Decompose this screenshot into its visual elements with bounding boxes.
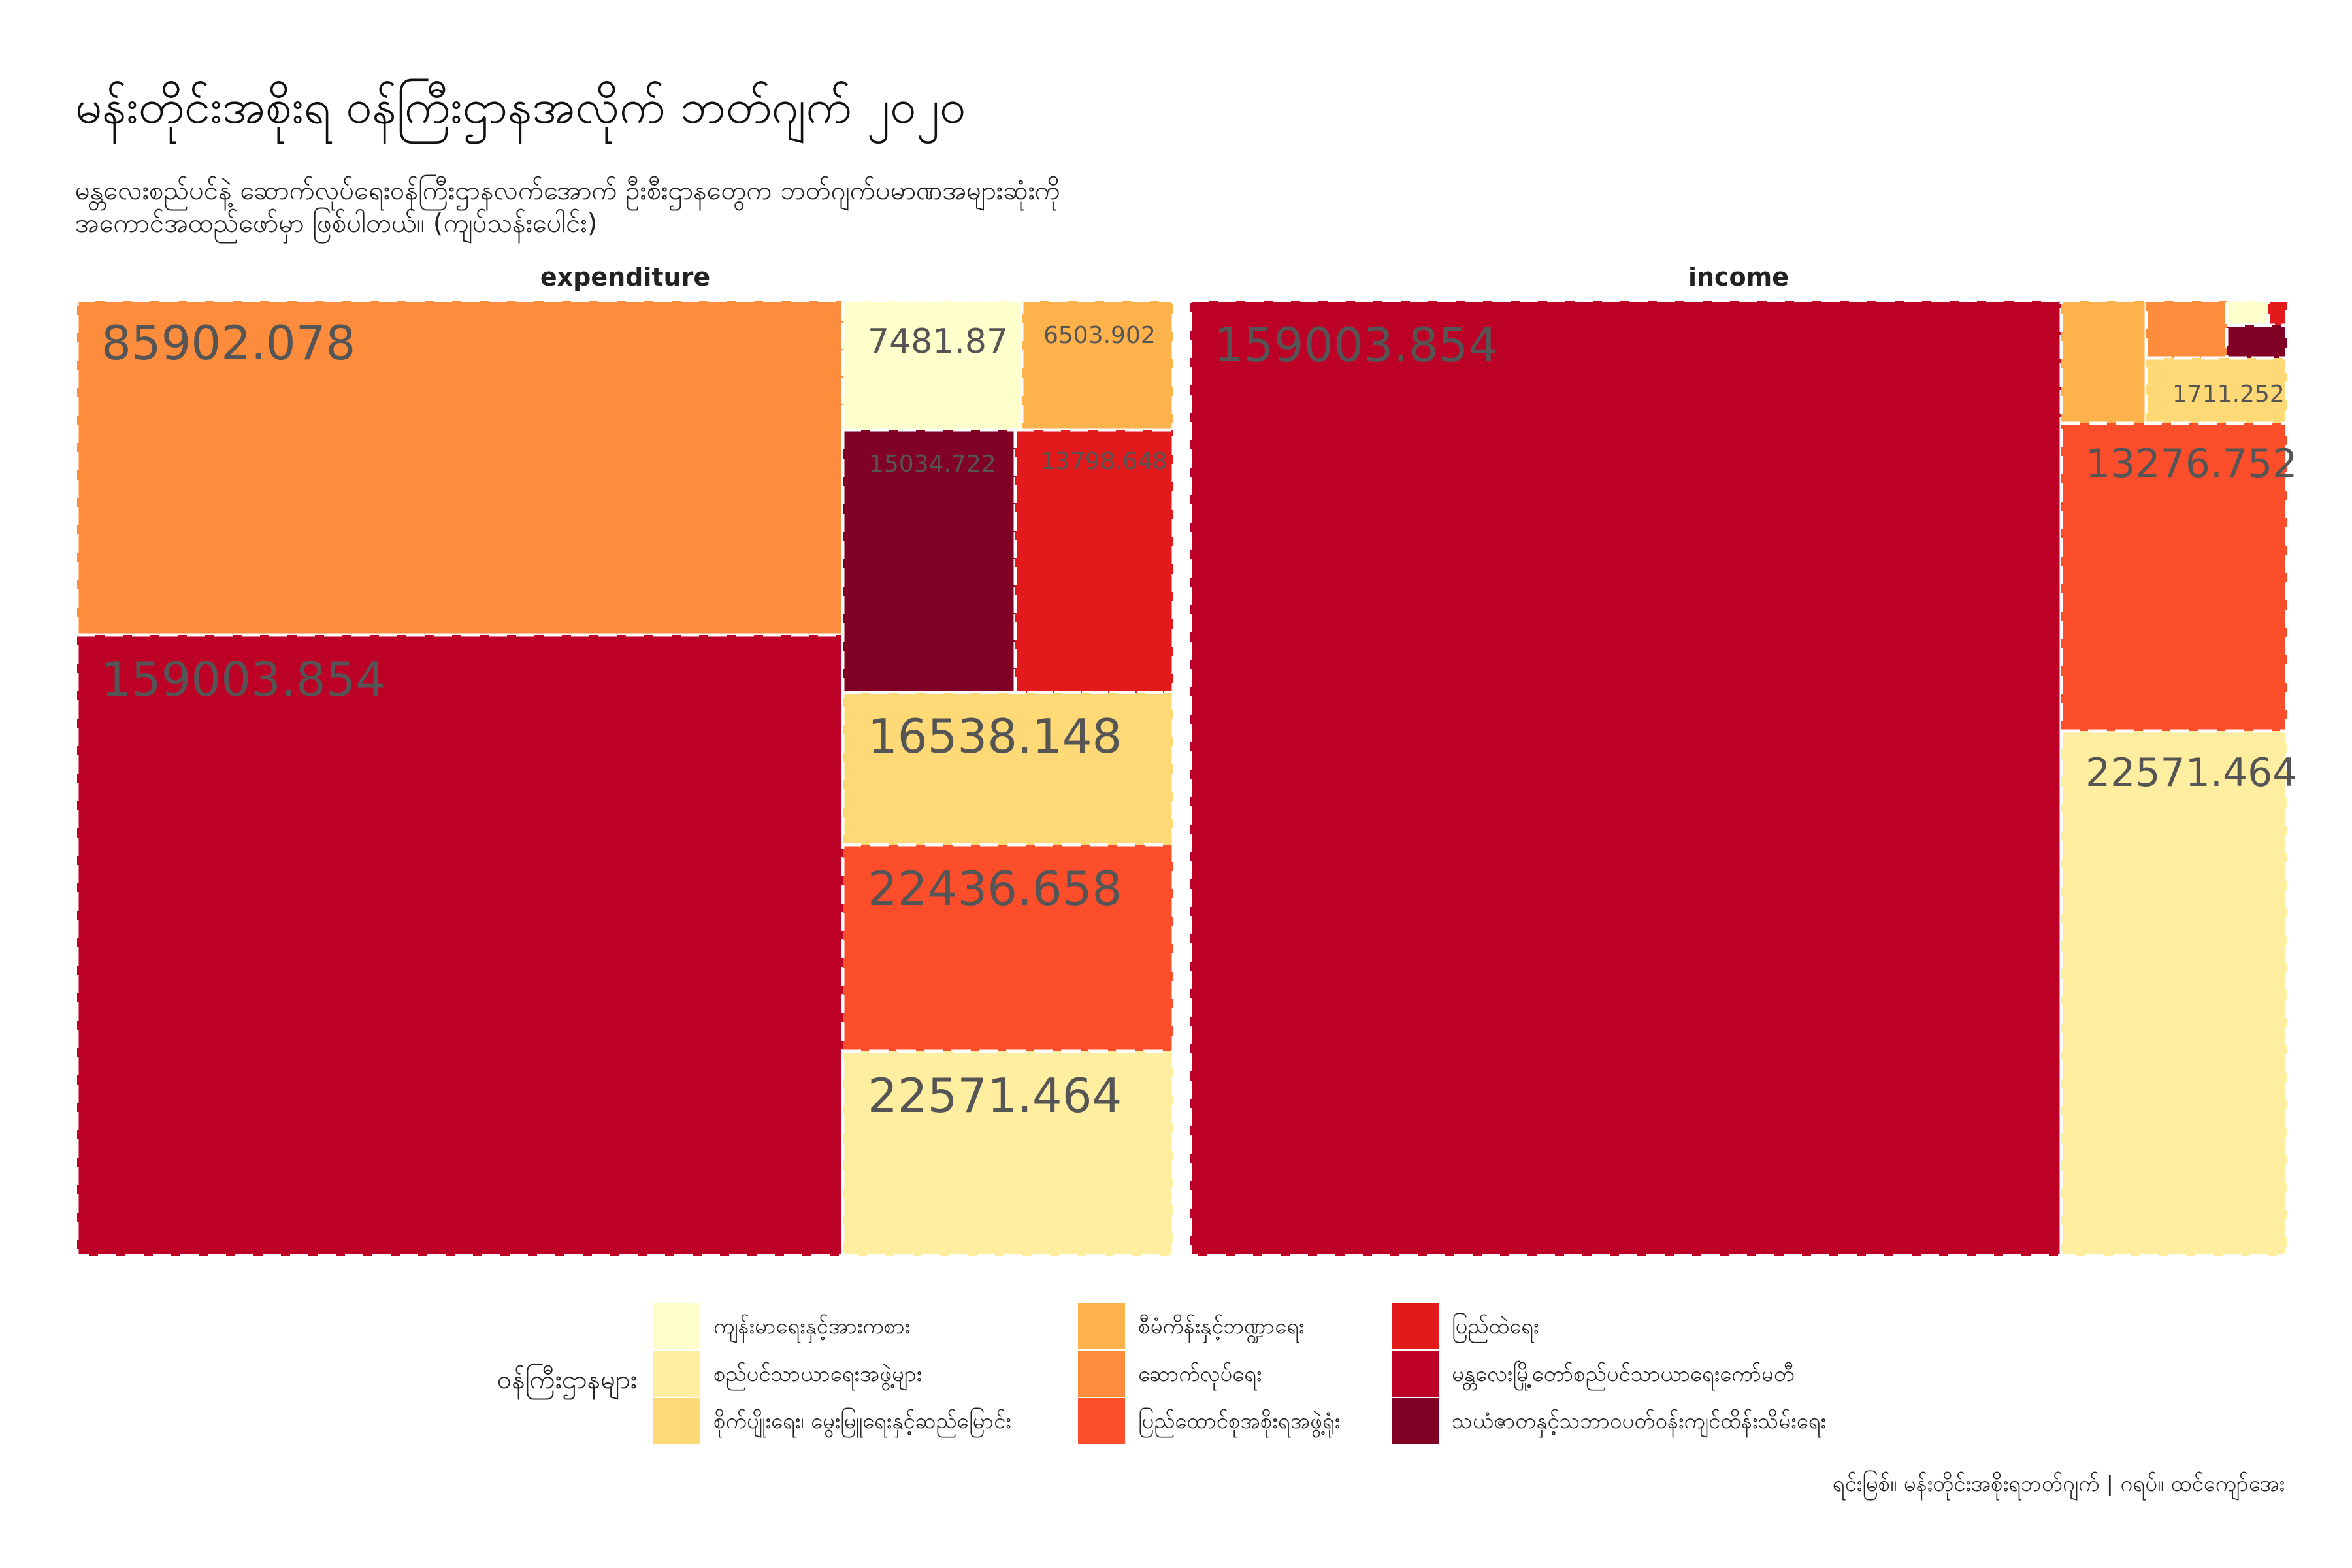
legend-label-5: ပြည်ထောင်စုအစိုးရအဖွဲ့ရုံး xyxy=(1138,1408,1340,1438)
tile-income-3 xyxy=(2225,299,2270,327)
legend-label-3: စီမံကိန်းနှင့်ဘဏ္ဍာရေး xyxy=(1138,1313,1304,1343)
tile-expenditure-8 xyxy=(841,1049,1175,1258)
tile-label-income-8: 22571.464 xyxy=(2085,750,2297,796)
tile-label-expenditure-4: 15034.722 xyxy=(869,451,996,478)
chart-subtitle-line2: အကောင်အထည်ဖော်မှာ ဖြစ်ပါတယ်။ (ကျပ်သန်းပေ… xyxy=(75,208,597,244)
legend-swatch-7 xyxy=(1392,1351,1439,1397)
tile-label-expenditure-1: 159003.854 xyxy=(101,652,385,707)
legend-swatch-3 xyxy=(1078,1303,1125,1349)
tile-label-expenditure-6: 16538.148 xyxy=(868,709,1122,764)
tile-label-income-7: 13276.752 xyxy=(2085,441,2297,487)
tile-income-6 xyxy=(2144,356,2289,425)
tile-expenditure-5 xyxy=(1013,428,1175,694)
tile-expenditure-0 xyxy=(75,299,845,637)
legend-swatch-4 xyxy=(1078,1351,1125,1397)
legend: ကျန်းမာရေးနှင့်အားကစားစည်ပင်သာယာရေးအဖွဲ့… xyxy=(653,1303,1826,1444)
chart-caption: ရင်းမြစ်။ မန်းတိုင်းအစိုးရဘတ်ဂျက် | ဂရပ်… xyxy=(1833,1471,2285,1501)
tiles-layer: 85902.078 159003.854 7481.87 6503.902 15034.… xyxy=(75,299,2297,1258)
legend-swatch-6 xyxy=(1392,1303,1439,1349)
facet-label-expenditure: expenditure xyxy=(540,263,710,291)
legend-label-7: မန္တလေးမြို့တော်စည်ပင်သာယာရေးကော်မတီ xyxy=(1452,1361,1795,1391)
legend-swatch-5 xyxy=(1078,1398,1125,1444)
tile-expenditure-7 xyxy=(841,843,1175,1053)
legend-label-2: စိုက်ပျိုးရေး၊ မွေးမြူရေးနှင့်ဆည်မြောင်း xyxy=(713,1408,1011,1438)
legend-label-1: စည်ပင်သာယာရေးအဖွဲ့များ xyxy=(713,1361,922,1391)
tile-income-5 xyxy=(2225,323,2289,360)
tile-expenditure-3 xyxy=(1020,299,1175,432)
tile-label-expenditure-0: 85902.078 xyxy=(101,316,355,370)
tile-expenditure-6 xyxy=(841,691,1175,847)
legend-label-8: သယံဇာတနှင့်သဘာဝပတ်ဝန်းကျင်ထိန်းသိမ်းရေး xyxy=(1452,1408,1826,1438)
legend-swatch-0 xyxy=(653,1303,700,1349)
tile-label-expenditure-7: 22436.658 xyxy=(868,861,1122,916)
tile-income-7 xyxy=(2059,421,2289,733)
chart-subtitle-line1: မန္တလေးစည်ပင်နဲ့ ဆောက်လုပ်ရေးဝန်ကြီးဌာနလ… xyxy=(75,175,1060,211)
tile-label-expenditure-5: 13798.648 xyxy=(1040,448,1168,475)
legend-title: ဝန်ကြီးဌာနများ xyxy=(497,1364,637,1400)
facet-label-income: income xyxy=(1688,263,1789,291)
tile-expenditure-2 xyxy=(841,299,1024,432)
chart-title: မန်းတိုင်းအစိုးရ ဝန်ကြီးဌာနအလိုက် ဘတ်ဂျက… xyxy=(75,79,966,144)
legend-label-0: ကျန်းမာရေးနှင့်အားကစား xyxy=(713,1313,910,1343)
tile-label-expenditure-3: 6503.902 xyxy=(1043,322,1156,349)
tile-label-income-6: 1711.252 xyxy=(2172,381,2285,408)
legend-label-6: ပြည်ထဲရေး xyxy=(1452,1313,1539,1343)
legend-label-4: ဆောက်လုပ်ရေး xyxy=(1138,1361,1262,1391)
tile-expenditure-4 xyxy=(841,428,1017,694)
tile-income-4 xyxy=(2266,299,2289,327)
tile-income-1 xyxy=(2059,299,2148,425)
tile-expenditure-1 xyxy=(75,633,845,1258)
tile-income-0 xyxy=(1188,299,2063,1258)
legend-swatch-1 xyxy=(653,1351,700,1397)
tile-label-expenditure-2: 7481.87 xyxy=(868,322,1008,361)
tile-income-2 xyxy=(2144,299,2229,360)
tile-label-expenditure-8: 22571.464 xyxy=(868,1068,1122,1123)
tile-income-8 xyxy=(2059,729,2289,1258)
tile-label-income-0: 159003.854 xyxy=(1214,318,1498,372)
legend-swatch-2 xyxy=(653,1398,700,1444)
legend-swatch-8 xyxy=(1392,1398,1439,1444)
